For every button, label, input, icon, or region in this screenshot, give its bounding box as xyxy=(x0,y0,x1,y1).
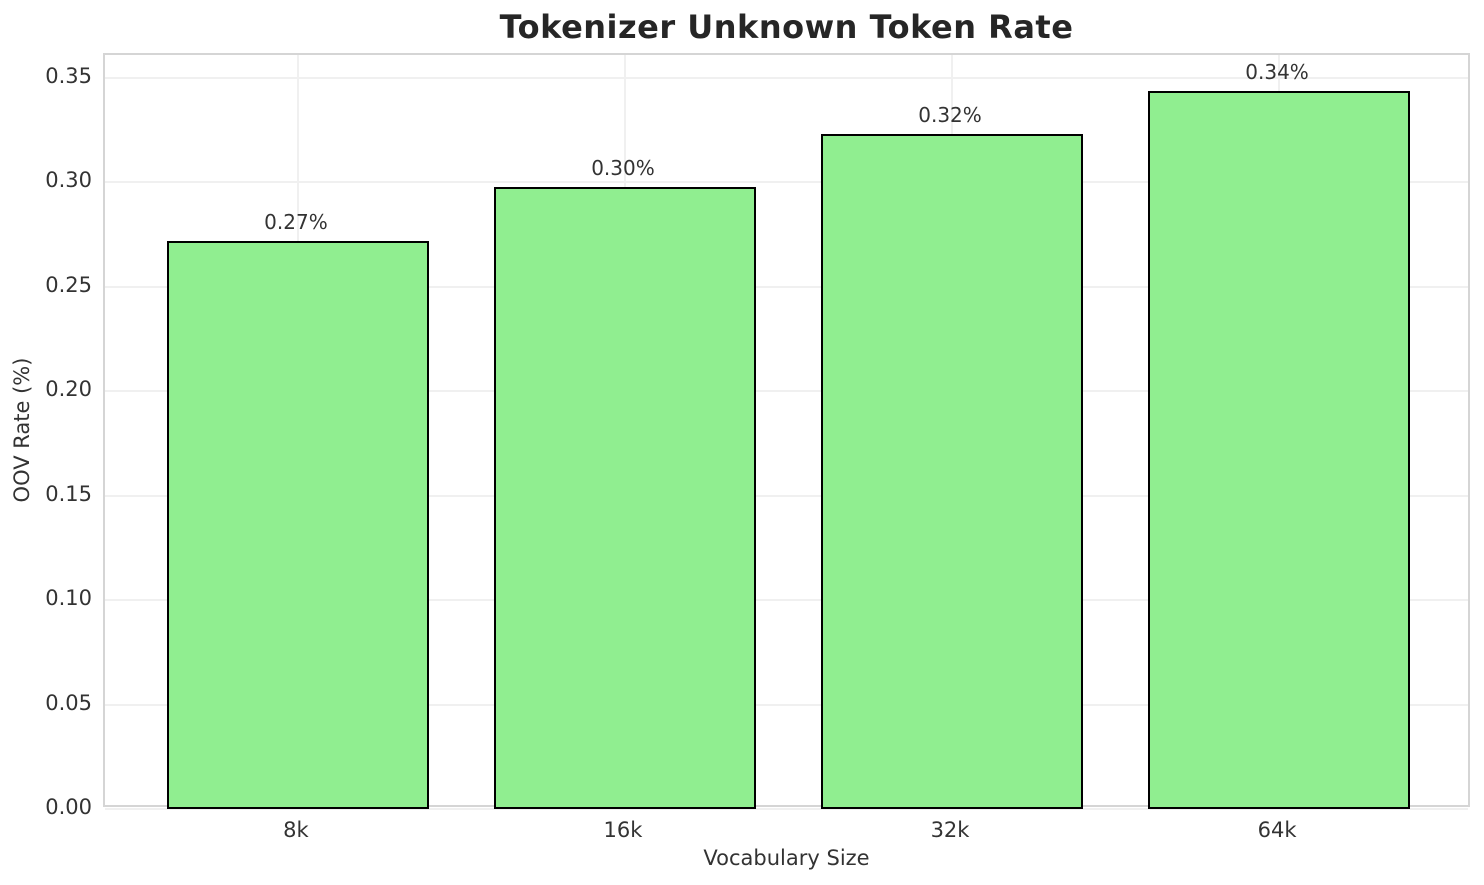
y-tick-label: 0.15 xyxy=(45,481,92,506)
x-tick-label: 64k xyxy=(1257,818,1297,842)
y-tick-label: 0.05 xyxy=(45,690,92,715)
bar-value-label: 0.30% xyxy=(591,155,655,180)
bar-value-label: 0.27% xyxy=(264,209,328,234)
bar-value-label: 0.32% xyxy=(918,103,982,128)
bar-value-label: 0.34% xyxy=(1245,59,1309,84)
bar xyxy=(821,134,1083,809)
h-gridline xyxy=(105,390,1468,393)
x-tick-label: 32k xyxy=(930,818,970,842)
y-tick-label: 0.30 xyxy=(45,168,92,193)
bar xyxy=(1148,90,1410,809)
y-tick-label: 0.20 xyxy=(45,377,92,402)
h-gridline xyxy=(105,181,1468,184)
y-tick-label: 0.35 xyxy=(45,63,92,88)
h-gridline xyxy=(105,703,1468,706)
h-gridline xyxy=(105,808,1468,810)
h-gridline xyxy=(105,494,1468,497)
plot-area xyxy=(103,53,1470,810)
chart-title: Tokenizer Unknown Token Rate xyxy=(499,8,1074,46)
h-gridline xyxy=(105,285,1468,288)
y-tick-label: 0.00 xyxy=(45,795,92,819)
bar xyxy=(167,240,429,809)
h-gridline xyxy=(105,599,1468,602)
y-tick-label: 0.25 xyxy=(45,272,92,297)
y-tick-label: 0.10 xyxy=(45,586,92,611)
h-gridline xyxy=(105,76,1468,79)
bar xyxy=(494,186,756,809)
x-tick-label: 8k xyxy=(283,818,309,842)
x-tick-label: 16k xyxy=(603,818,643,842)
x-axis-label: Vocabulary Size xyxy=(703,846,870,870)
